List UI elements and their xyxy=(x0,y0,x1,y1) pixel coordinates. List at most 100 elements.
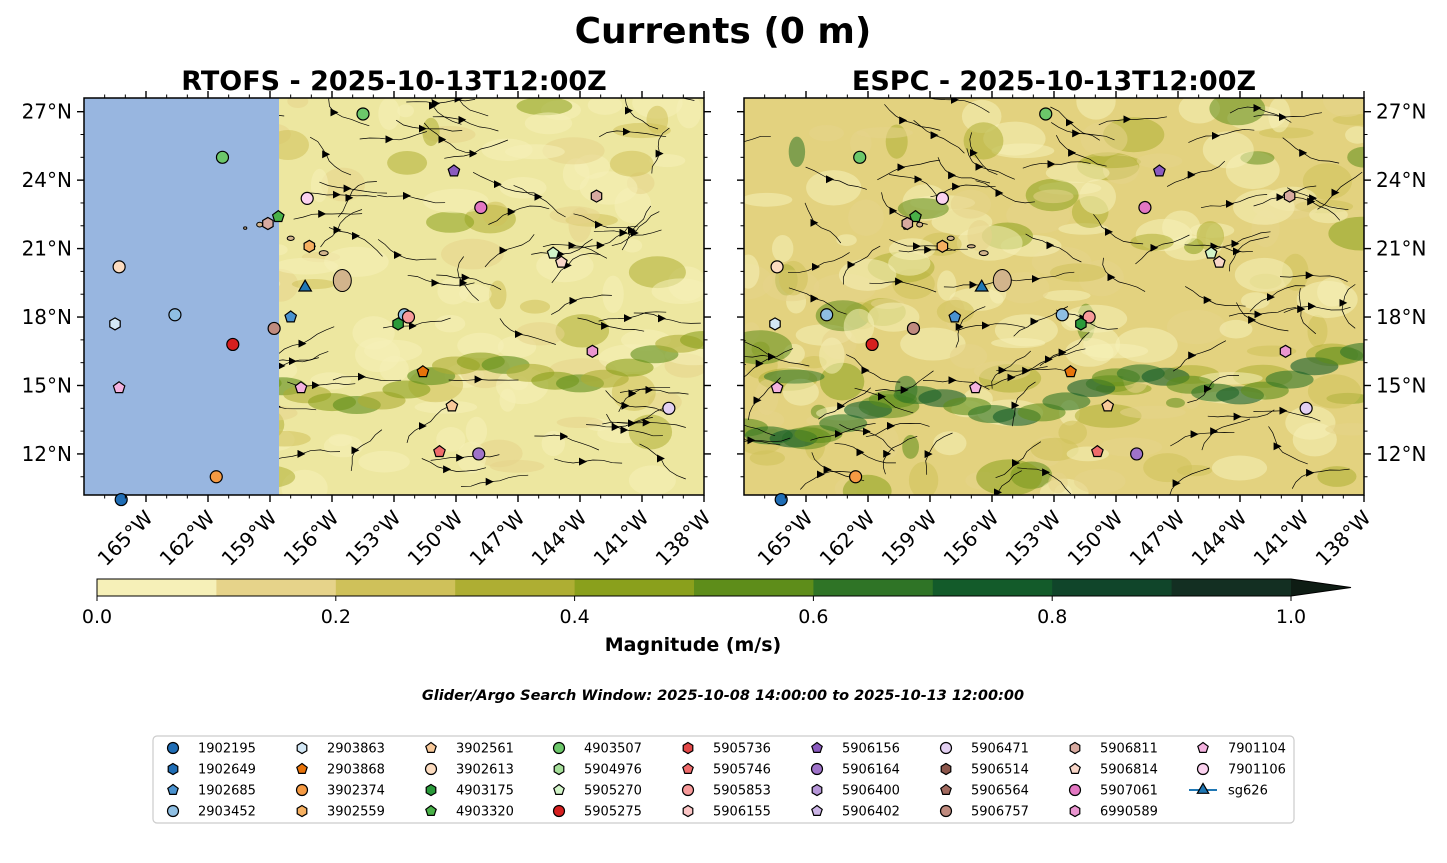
legend-marker xyxy=(295,783,309,797)
streamline xyxy=(875,370,934,392)
magnitude-blob xyxy=(541,430,565,457)
streamline xyxy=(1166,160,1226,187)
legend-entry: 6990589 xyxy=(1069,805,1158,820)
magnitude-blob xyxy=(379,355,409,383)
colorbar-bin xyxy=(335,579,456,596)
magnitude-blob xyxy=(515,322,565,346)
streamline xyxy=(430,454,500,461)
legend-entry: 5906155 xyxy=(682,805,771,820)
legend-marker xyxy=(810,762,824,776)
island-shape xyxy=(318,250,329,257)
streamline xyxy=(1184,244,1253,253)
magnitude-blob xyxy=(1296,280,1358,319)
colorbar-tick-label: 0.4 xyxy=(559,606,589,628)
platform-3902559 xyxy=(303,239,316,253)
magnitude-blob xyxy=(434,315,466,333)
platform-2903452 xyxy=(1055,308,1069,322)
lon-tick-label: 138°W xyxy=(651,505,716,570)
legend-entry: 5905275 xyxy=(552,805,642,820)
magnitude-blob xyxy=(856,127,913,139)
legend-marker xyxy=(939,741,953,755)
streamline xyxy=(877,159,940,181)
magnitude-blob xyxy=(902,434,919,459)
platform-3902561 xyxy=(1101,399,1115,412)
streamline xyxy=(788,287,847,315)
rtofs-platform-markers xyxy=(109,107,676,507)
legend-entry: 5906811 xyxy=(1069,742,1158,757)
legend-label: 5906155 xyxy=(713,805,771,820)
magnitude-blob xyxy=(1058,420,1087,445)
legend-entry: 5904976 xyxy=(553,763,642,778)
platform-5907061 xyxy=(474,200,488,215)
legend-marker xyxy=(681,783,695,797)
platform-5907061 xyxy=(1138,200,1152,215)
streamline xyxy=(1236,302,1289,332)
platform-6990589 xyxy=(1279,344,1292,358)
magnitude-blob xyxy=(1076,98,1116,120)
streamline xyxy=(460,474,529,487)
magnitude-blob xyxy=(1048,472,1068,494)
magnitude-blob xyxy=(908,461,939,495)
lon-tick-label: 162°W xyxy=(815,505,880,570)
streamline xyxy=(396,119,463,132)
lat-tick-label: 21°N xyxy=(22,237,72,261)
legend-entry: 5906814 xyxy=(1069,762,1158,778)
legend-entry: 1902685 xyxy=(167,784,256,799)
magnitude-blob xyxy=(1199,372,1263,385)
platform-5906156 xyxy=(1152,164,1166,177)
legend-marker xyxy=(1069,762,1081,774)
legend-marker xyxy=(1196,782,1210,794)
streamline xyxy=(889,174,945,201)
magnitude-blob xyxy=(482,201,509,227)
legend-entry: 5906156 xyxy=(811,742,900,757)
lon-tick-label: 153°W xyxy=(341,505,406,570)
platform-1902195 xyxy=(114,492,128,507)
streamline xyxy=(1022,161,1091,169)
colorbar-tick-label: 1.0 xyxy=(1276,606,1306,628)
streamline xyxy=(898,248,968,253)
colorbar: 0.0 0.2 0.4 0.6 0.8 1.0 Magnitude (m/s) xyxy=(82,578,1352,656)
magnitude-blob xyxy=(441,238,504,270)
lon-tick-label: 159°W xyxy=(877,505,942,570)
streamline xyxy=(573,213,638,229)
magnitude-blob xyxy=(646,105,669,134)
lon-tick-label: 165°W xyxy=(93,505,158,570)
platform-3902613 xyxy=(770,260,784,274)
lon-tick-label: 150°W xyxy=(1063,505,1128,570)
current-band-blob xyxy=(605,358,654,377)
legend-entry: 3902561 xyxy=(425,742,514,757)
legend-label: 5906811 xyxy=(1100,742,1158,757)
magnitude-blob xyxy=(867,302,920,332)
streamline xyxy=(359,131,428,141)
magnitude-blob xyxy=(967,220,992,252)
streamline xyxy=(598,311,667,322)
magnitude-blob xyxy=(628,414,673,450)
legend-marker xyxy=(1068,783,1082,797)
lon-tick-label: 153°W xyxy=(1001,505,1066,570)
platform-7901104 xyxy=(112,381,126,394)
streamline xyxy=(913,120,965,154)
magnitude-blob xyxy=(933,431,967,456)
colorbar-label: Magnitude (m/s) xyxy=(605,634,782,656)
legend-label: 7901106 xyxy=(1228,763,1286,778)
streamline xyxy=(1228,306,1297,317)
colorbar-tick-label: 0.6 xyxy=(798,606,828,628)
platform-5905746 xyxy=(433,444,446,458)
legend-label: 4903320 xyxy=(456,805,514,820)
legend-label: 1902649 xyxy=(198,763,256,778)
magnitude-blob xyxy=(287,98,309,108)
rtofs-outside-model-domain xyxy=(84,98,279,495)
current-band-blob xyxy=(382,380,431,399)
legend-entry: 7901104 xyxy=(1197,742,1286,757)
streamline xyxy=(1170,432,1235,447)
figure-title: Currents (0 m) xyxy=(575,11,872,52)
magnitude-blob xyxy=(772,235,794,263)
platform-5906811 xyxy=(1283,189,1296,203)
legend-entry: 5906514 xyxy=(940,763,1029,778)
streamline xyxy=(1098,116,1167,126)
legend-label: 5907061 xyxy=(1100,784,1158,799)
magnitude-blob xyxy=(1136,153,1183,169)
lon-tick-label: 144°W xyxy=(527,505,592,570)
platform-legend: 1902195 1902649 1902685 2903452 2903863 29038… xyxy=(152,735,1295,824)
magnitude-blob xyxy=(819,337,845,374)
